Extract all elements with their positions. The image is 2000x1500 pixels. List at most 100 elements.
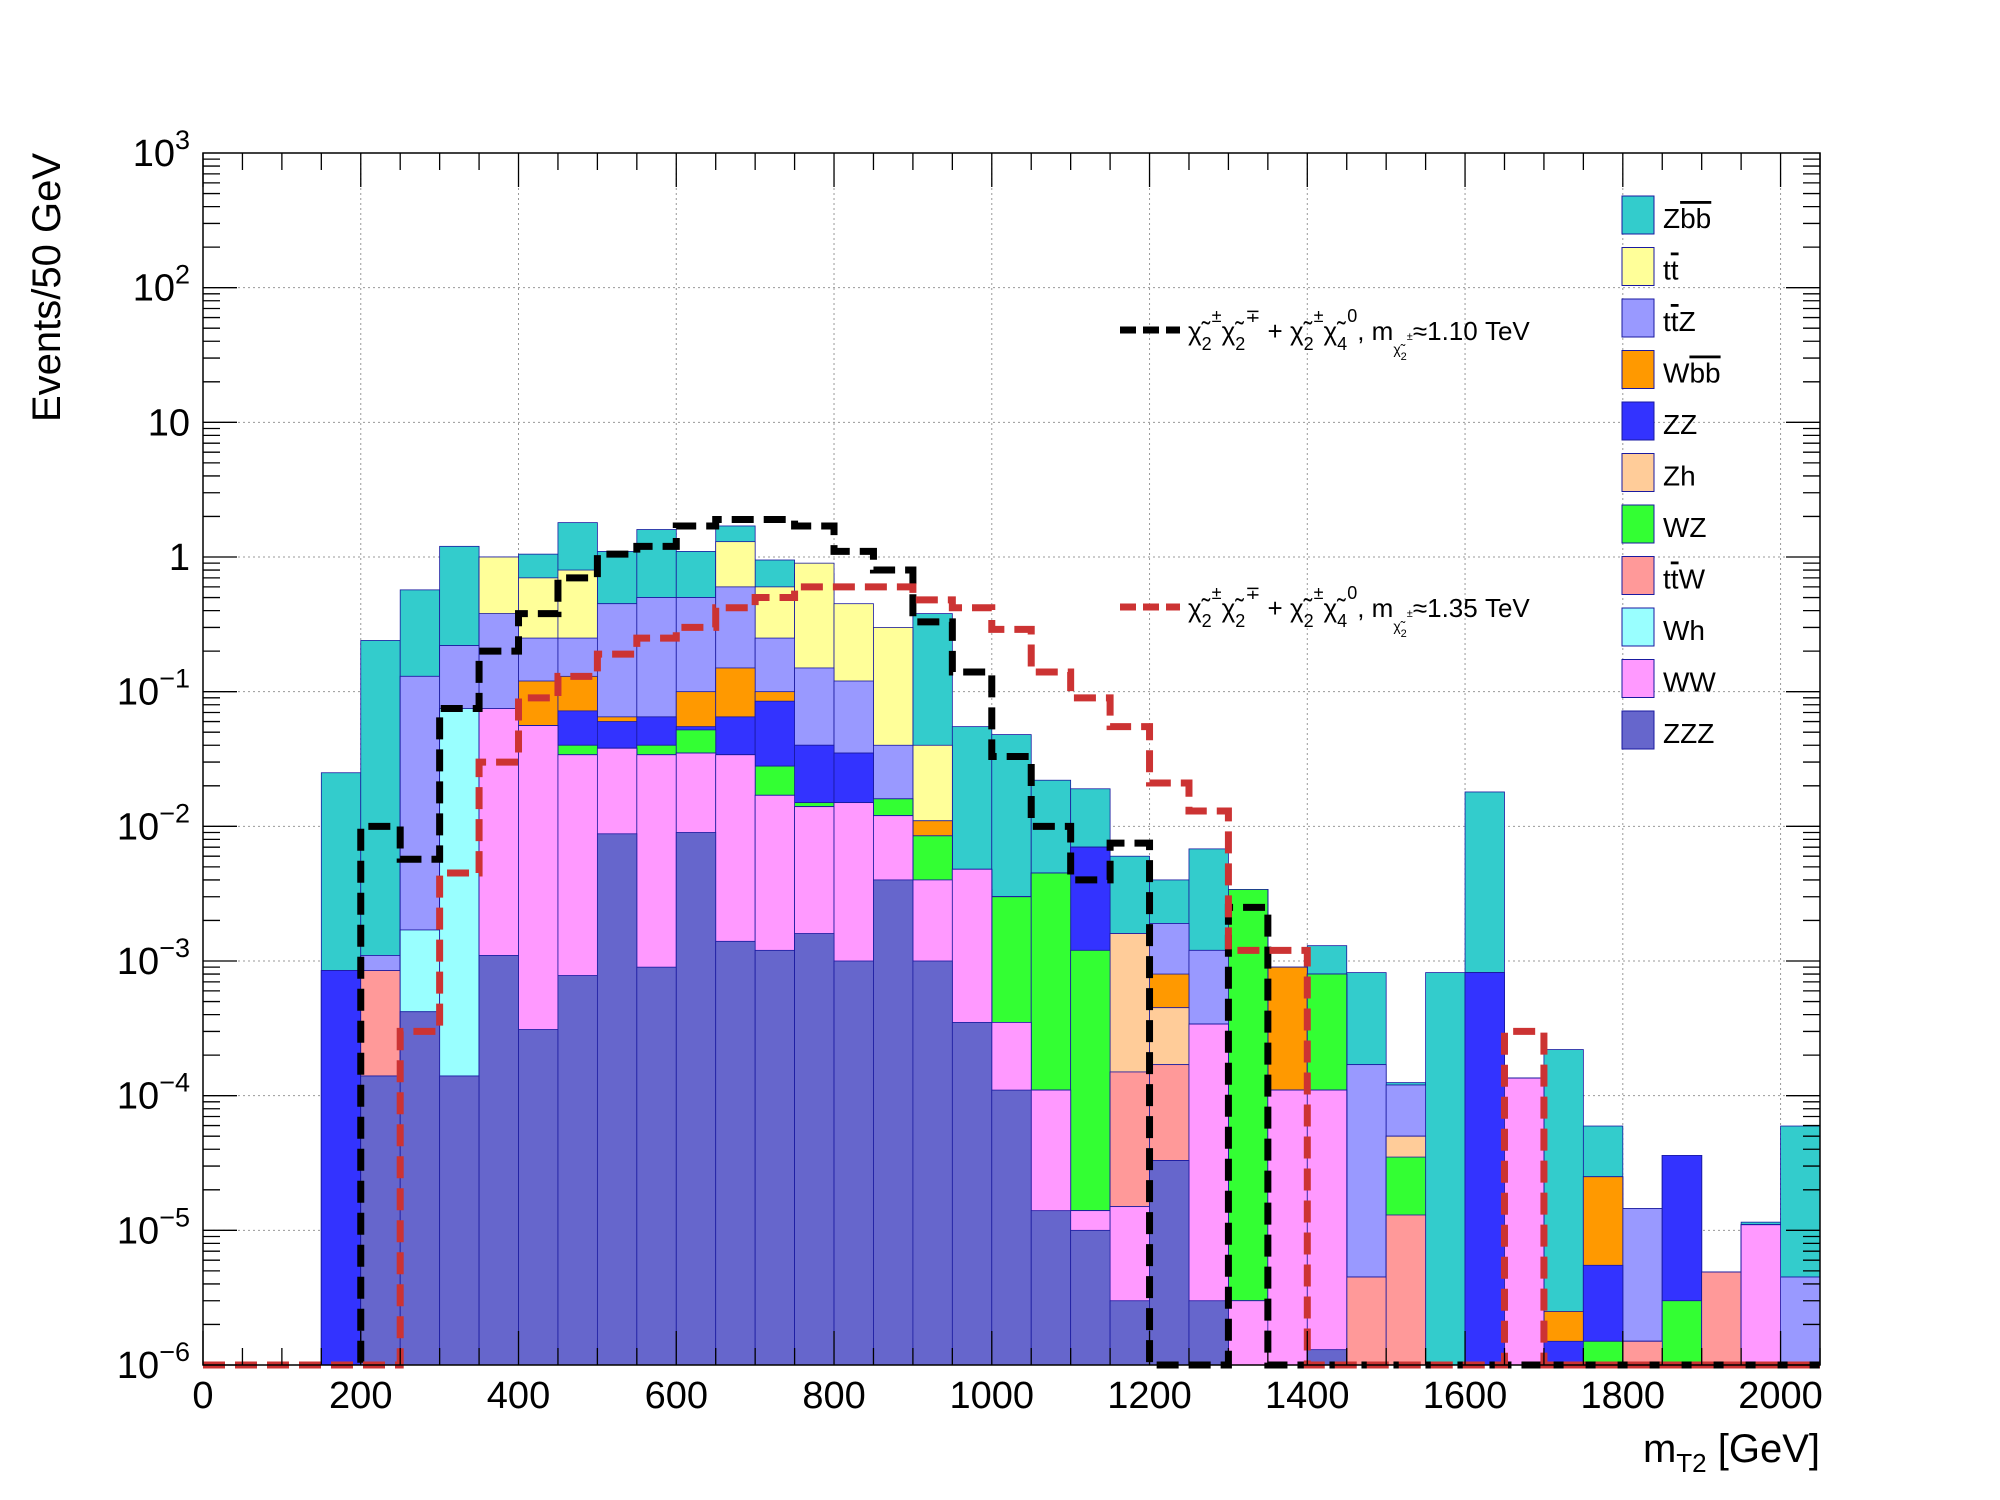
legend-label: ttW: [1663, 564, 1706, 595]
legend-entry-ZZZ: ZZZ: [1621, 710, 1714, 750]
legend-entry-WZ: WZ: [1621, 504, 1707, 544]
legend-label: ttZ: [1663, 306, 1696, 337]
legend-label: Zh: [1663, 461, 1696, 492]
legend-swatch: [1621, 453, 1655, 492]
legend-swatch: [1621, 401, 1655, 441]
y-tick-label: 10−6: [117, 1337, 190, 1387]
signal-legend-label: χ̃2±χ̃2∓ + χ̃2±χ̃40, mχ̃2±≈1.35 TeV: [1188, 583, 1530, 640]
legend-swatch: [1621, 607, 1655, 647]
bar-ZZZ: [754, 949, 795, 1366]
y-tick-label: 1: [169, 537, 190, 579]
y-tick-label: 10−5: [117, 1202, 190, 1252]
legend-swatch: [1621, 247, 1655, 286]
legend-swatch: [1621, 556, 1655, 595]
bar-ttW: [1622, 1340, 1663, 1366]
legend: Zbb tt ttZ Wbb ZZ Zh WZ ttW Wh WW ZZZ: [1621, 195, 1721, 750]
legend-label: Wbb: [1663, 358, 1721, 389]
x-tick-label: 1800: [1581, 1375, 1666, 1417]
legend-entry-Wbb: Wbb: [1621, 350, 1721, 389]
legend-label: Zbb: [1663, 203, 1711, 234]
y-axis-title: Events/50 GeV: [25, 153, 69, 422]
bar-ZZZ: [912, 960, 953, 1366]
bar-WW: [1267, 1089, 1308, 1366]
legend-entry-tt: tt: [1621, 247, 1679, 286]
bar-WW: [1228, 1300, 1269, 1366]
bar-ZZZ: [873, 879, 914, 1366]
x-tick-label: 2000: [1738, 1375, 1823, 1417]
legend-label: ZZZ: [1663, 718, 1714, 749]
signal-legend-sig2: χ̃2±χ̃2∓ + χ̃2±χ̃40, mχ̃2±≈1.35 TeV: [1120, 583, 1530, 640]
x-tick-label: 1400: [1265, 1375, 1350, 1417]
bar-ZZZ: [636, 966, 677, 1366]
legend-swatch: [1621, 195, 1655, 235]
y-tick-label: 10−1: [117, 664, 190, 714]
y-tick-label: 10: [148, 402, 190, 444]
bar-WZ: [1228, 889, 1269, 1366]
legend-label: WZ: [1663, 512, 1707, 543]
bar-ZZZ: [518, 1029, 559, 1366]
bar-ZZZ: [1030, 1210, 1072, 1366]
legend-entry-ZZ: ZZ: [1621, 401, 1697, 441]
bar-ZZZ: [439, 1075, 480, 1366]
bar-ZZZ: [675, 832, 717, 1366]
legend-swatch: [1621, 659, 1655, 698]
bar-WW: [1306, 1089, 1348, 1366]
x-tick-label: 600: [645, 1375, 708, 1417]
bar-Zbb: [1425, 972, 1466, 1366]
bar-ZZZ: [360, 1075, 401, 1366]
y-tick-label: 102: [133, 260, 190, 310]
y-tick-label: 103: [133, 125, 190, 175]
x-tick-label: 1600: [1423, 1375, 1508, 1417]
bar-ttW: [1346, 1276, 1387, 1366]
legend-entry-Zbb: Zbb: [1621, 195, 1711, 235]
legend-label: ZZ: [1663, 409, 1697, 440]
bar-ttZ: [1780, 1276, 1821, 1366]
y-tick-label: 10−4: [117, 1068, 190, 1118]
bar-ttW: [1385, 1214, 1427, 1366]
bar-ttZ: [1622, 1208, 1663, 1366]
bar-ZZZ: [557, 975, 598, 1366]
series-ZZZ: [360, 832, 1348, 1366]
legend-entry-ttZ: ttZ: [1621, 298, 1696, 338]
bar-ZZZ: [1070, 1229, 1111, 1366]
legend-label: Wh: [1663, 615, 1705, 646]
bar-WZ: [1582, 1340, 1624, 1366]
legend-swatch: [1621, 504, 1655, 544]
plot-frame: [202, 152, 1821, 1366]
y-tick-label: 10−3: [117, 933, 190, 983]
x-tick-label: 400: [487, 1375, 550, 1417]
legend-entry-Zh: Zh: [1621, 453, 1696, 492]
axis-ticks: [202, 153, 1821, 1366]
bar-WZ: [1661, 1300, 1703, 1366]
bar-ZZZ: [1109, 1300, 1150, 1366]
bar-ZZ: [1464, 972, 1505, 1366]
bar-ZZZ: [478, 955, 519, 1366]
x-tick-label: 1200: [1107, 1375, 1192, 1417]
x-tick-label: 0: [192, 1375, 213, 1417]
bar-WW: [1740, 1224, 1781, 1366]
y-tick-label: 10−2: [117, 798, 190, 848]
histogram-bars: [320, 522, 1821, 1366]
x-tick-label: 200: [329, 1375, 392, 1417]
legend-label: WW: [1663, 667, 1716, 698]
legend-entry-ttW: ttW: [1621, 556, 1706, 595]
x-axis-title: mT2 [GeV]: [1643, 1427, 1820, 1478]
bar-ttW: [1701, 1271, 1742, 1366]
bar-ZZ: [320, 970, 362, 1366]
bar-ZZZ: [1188, 1300, 1229, 1366]
bar-ZZZ: [399, 1011, 441, 1366]
bar-ZZZ: [596, 833, 638, 1366]
x-tick-label: 800: [802, 1375, 865, 1417]
legend-swatch: [1621, 710, 1655, 750]
bar-ZZZ: [794, 933, 835, 1366]
legend-entry-WW: WW: [1621, 659, 1716, 698]
legend-swatch: [1621, 350, 1655, 389]
legend-label: tt: [1663, 255, 1679, 286]
bar-ZZZ: [991, 1089, 1032, 1366]
bar-ZZZ: [951, 1021, 993, 1366]
bar-ZZZ: [715, 940, 756, 1366]
bar-ZZZ: [1149, 1160, 1190, 1366]
x-tick-label: 1000: [950, 1375, 1035, 1417]
bar-WW: [1504, 1077, 1545, 1366]
